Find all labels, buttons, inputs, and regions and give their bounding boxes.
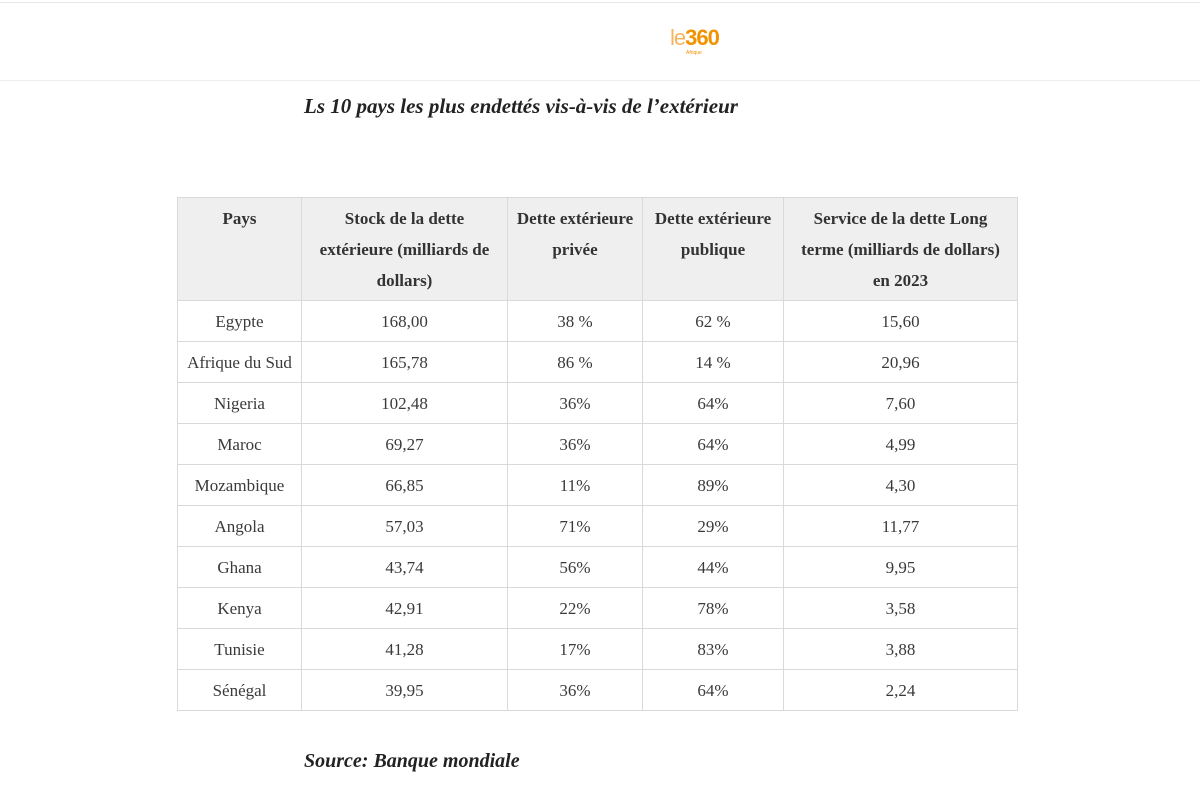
cell-pays: Mozambique [177,464,302,506]
cell-stock: 168,00 [301,300,508,342]
header-dette-privee: Dette extérieure privée [507,197,643,301]
logo-number: 360 [685,25,720,50]
table-row: Sénégal 39,95 36% 64% 2,24 [177,669,1018,711]
cell-stock: 41,28 [301,628,508,670]
header-service-dette: Service de la dette Long terme (milliard… [783,197,1018,301]
table-title: Ls 10 pays les plus endettés vis-à-vis d… [304,94,738,118]
cell-publique: 64% [642,423,784,465]
cell-privee: 38 % [507,300,643,342]
cell-service: 20,96 [783,341,1018,383]
cell-privee: 86 % [507,341,643,383]
table-header-row: Pays Stock de la dette extérieure (milli… [177,197,1018,301]
cell-publique: 14 % [642,341,784,383]
table-row: Angola 57,03 71% 29% 11,77 [177,505,1018,547]
header-pays: Pays [177,197,302,301]
cell-privee: 36% [507,382,643,424]
logo-le: le [670,25,686,50]
logo-subtitle: Afrique [686,50,702,56]
cell-publique: 64% [642,382,784,424]
cell-pays: Nigeria [177,382,302,424]
table-row: Tunisie 41,28 17% 83% 3,88 [177,628,1018,670]
cell-stock: 66,85 [301,464,508,506]
cell-pays: Maroc [177,423,302,465]
cell-service: 7,60 [783,382,1018,424]
cell-pays: Kenya [177,587,302,629]
cell-publique: 89% [642,464,784,506]
cell-privee: 71% [507,505,643,547]
cell-stock: 165,78 [301,341,508,383]
cell-service: 2,24 [783,669,1018,711]
cell-stock: 102,48 [301,382,508,424]
source-caption: Source: Banque mondiale [304,750,520,772]
cell-service: 15,60 [783,300,1018,342]
cell-privee: 11% [507,464,643,506]
cell-service: 11,77 [783,505,1018,547]
cell-privee: 56% [507,546,643,588]
cell-pays: Tunisie [177,628,302,670]
cell-pays: Angola [177,505,302,547]
cell-pays: Ghana [177,546,302,588]
cell-pays: Sénégal [177,669,302,711]
cell-publique: 78% [642,587,784,629]
cell-pays: Afrique du Sud [177,341,302,383]
cell-stock: 43,74 [301,546,508,588]
cell-service: 9,95 [783,546,1018,588]
cell-publique: 44% [642,546,784,588]
logo-wordmark: le360 [670,25,720,50]
header-dette-publique: Dette extérieure publique [642,197,784,301]
site-header: le360 Afrique [0,0,1200,81]
table-row: Mozambique 66,85 11% 89% 4,30 [177,464,1018,506]
table-row: Ghana 43,74 56% 44% 9,95 [177,546,1018,588]
table-row: Kenya 42,91 22% 78% 3,58 [177,587,1018,629]
cell-stock: 57,03 [301,505,508,547]
table-row: Maroc 69,27 36% 64% 4,99 [177,423,1018,465]
cell-service: 3,88 [783,628,1018,670]
cell-publique: 29% [642,505,784,547]
cell-privee: 17% [507,628,643,670]
cell-stock: 69,27 [301,423,508,465]
cell-privee: 36% [507,423,643,465]
table-row: Afrique du Sud 165,78 86 % 14 % 20,96 [177,341,1018,383]
cell-publique: 83% [642,628,784,670]
cell-publique: 64% [642,669,784,711]
cell-stock: 42,91 [301,587,508,629]
table-row: Nigeria 102,48 36% 64% 7,60 [177,382,1018,424]
cell-stock: 39,95 [301,669,508,711]
cell-service: 4,30 [783,464,1018,506]
cell-privee: 22% [507,587,643,629]
site-logo[interactable]: le360 Afrique [670,25,720,58]
cell-service: 3,58 [783,587,1018,629]
cell-pays: Egypte [177,300,302,342]
debt-table: Pays Stock de la dette extérieure (milli… [177,197,1018,711]
cell-privee: 36% [507,669,643,711]
top-rule [0,2,1200,3]
cell-service: 4,99 [783,423,1018,465]
header-stock-dette: Stock de la dette extérieure (milliards … [301,197,508,301]
cell-publique: 62 % [642,300,784,342]
table-row: Egypte 168,00 38 % 62 % 15,60 [177,300,1018,342]
